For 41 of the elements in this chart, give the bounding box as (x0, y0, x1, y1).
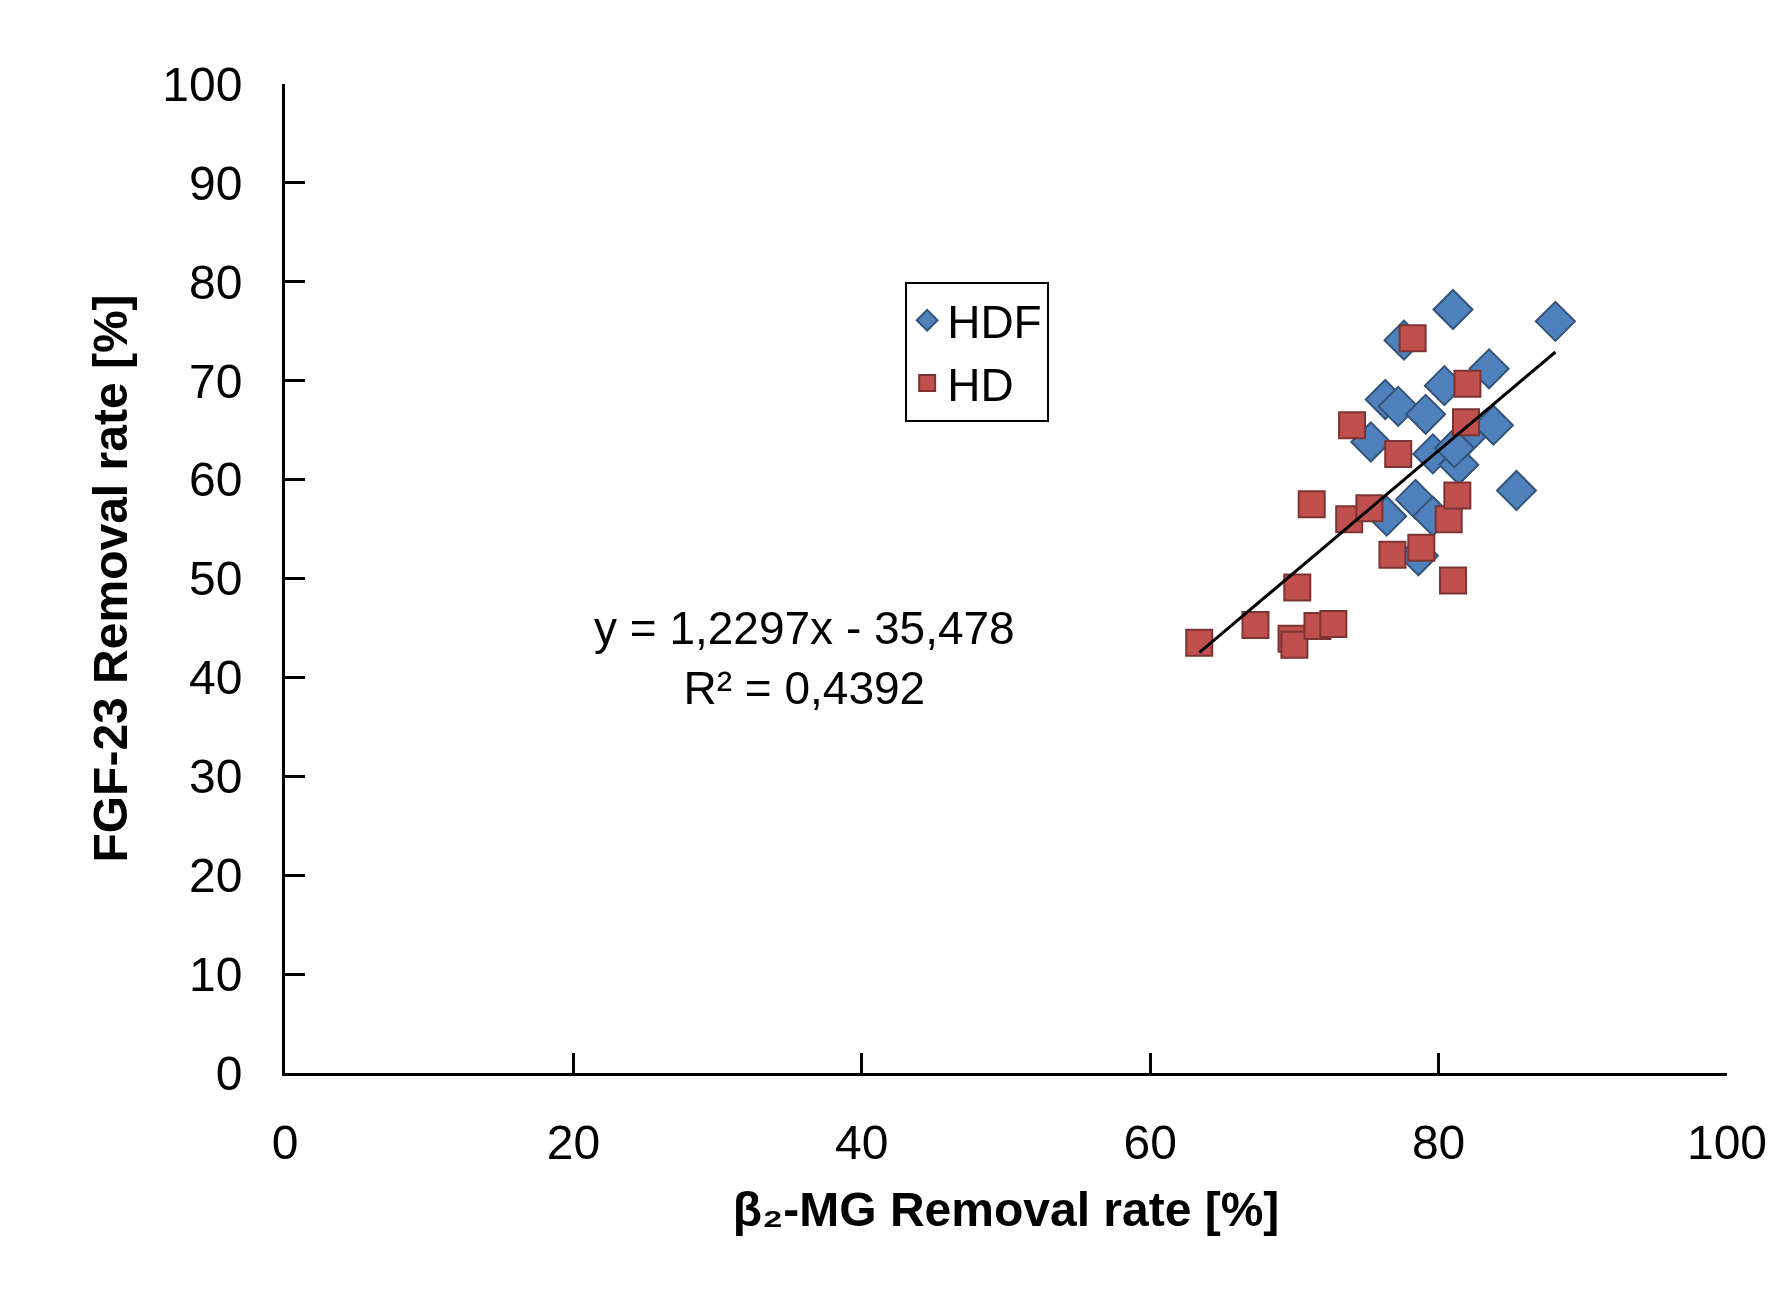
y-tick-label: 20 (189, 849, 243, 902)
point (1283, 573, 1312, 602)
point (1377, 385, 1419, 427)
y-tick-label: 100 (162, 57, 243, 111)
point (1338, 411, 1367, 440)
y-tick-label: 0 (215, 1046, 243, 1100)
y-tick-label: 70 (189, 354, 243, 408)
point (1405, 393, 1447, 435)
x-tick-label: 40 (835, 1115, 889, 1169)
y-tick-label: 10 (189, 947, 243, 1001)
legend-label: HD (947, 358, 1014, 411)
point (1439, 566, 1468, 595)
y-tick-label: 90 (189, 156, 243, 210)
point (1468, 348, 1510, 390)
x-tick-label: 0 (271, 1115, 299, 1169)
y-tick-label: 50 (189, 552, 243, 606)
point (1434, 505, 1463, 534)
point (1378, 540, 1407, 569)
point (1432, 288, 1474, 330)
y-tick-label: 80 (189, 255, 243, 309)
point (1534, 300, 1576, 342)
y-tick-label: 60 (189, 453, 243, 507)
point (1319, 609, 1348, 638)
point (1453, 369, 1482, 398)
x-axis-title: β₂-MG Removal rate [%] (732, 1182, 1280, 1236)
point (1280, 630, 1309, 659)
point (1443, 481, 1472, 510)
point (1185, 628, 1214, 657)
point (1297, 490, 1326, 519)
x-tick-label: 80 (1411, 1115, 1466, 1169)
y-axis-title: FGF-23 Removal rate [%] (84, 294, 138, 863)
point (1384, 439, 1413, 468)
annotation: y = 1,2297x - 35,478 R² = 0,4392 (594, 602, 1015, 714)
y-tick-label: 30 (189, 750, 243, 804)
x-tick-label: 100 (1686, 1115, 1768, 1169)
y-tick-label: 40 (189, 651, 243, 705)
legend-label: HDF (947, 296, 1042, 349)
point (1495, 469, 1537, 511)
x-tick-label: 60 (1123, 1115, 1177, 1169)
point (1241, 610, 1270, 639)
x-tick-label: 20 (546, 1115, 601, 1169)
